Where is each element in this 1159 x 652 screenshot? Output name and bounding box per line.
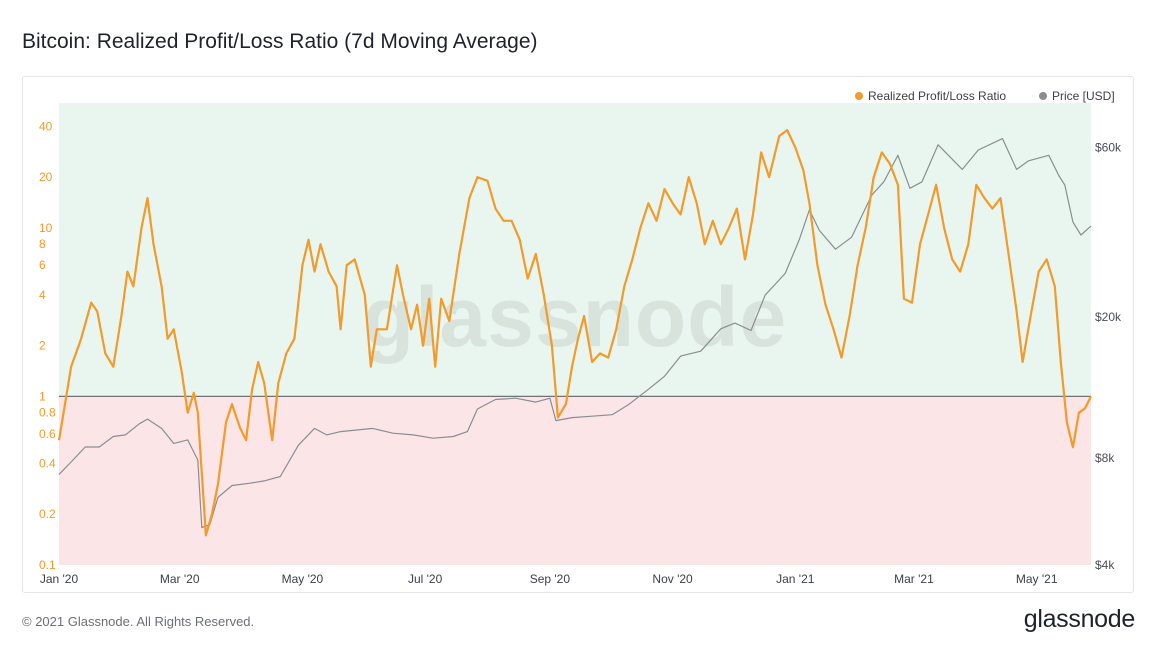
right-axis: $4k $8k $20k $60k (1095, 140, 1122, 572)
right-tick-label: $20k (1095, 310, 1122, 324)
legend-price-marker (1039, 92, 1047, 100)
right-tick-label: $8k (1095, 451, 1115, 465)
x-axis: Jan '20 Mar '20 May '20 Jul '20 Sep '20 Nov '… (40, 572, 1058, 586)
ratio-series (57, 128, 1092, 537)
right-tick-label: $4k (1095, 558, 1115, 572)
legend-ratio-label[interactable]: Realized Profit/Loss Ratio (868, 89, 1006, 103)
copyright-text: © 2021 Glassnode. All Rights Reserved. (22, 614, 255, 629)
ratio-line (57, 128, 1092, 537)
page-title: Bitcoin: Realized Profit/Loss Ratio (7d … (22, 30, 538, 53)
right-tick-label: $60k (1095, 140, 1122, 154)
legend-ratio-marker (855, 92, 863, 100)
price-line (58, 137, 1092, 529)
x-tick-label: May '21 (1016, 572, 1058, 586)
x-tick-label: Mar '20 (160, 572, 200, 586)
chart-panel: glassnode 0.1 0.2 0.4 0.6 0.8 1 2 4 6 8 10 20 40 $4k… (22, 76, 1134, 593)
left-tick-label: 0.4 (39, 456, 56, 470)
legend: Realized Profit/Loss Ratio Price [USD] (855, 89, 1115, 103)
legend-price-label[interactable]: Price [USD] (1052, 89, 1115, 103)
x-tick-label: May '20 (282, 572, 324, 586)
left-tick-label: 0.1 (39, 558, 56, 572)
left-tick-label: 0.6 (39, 427, 56, 441)
left-tick-label: 0.8 (39, 406, 56, 420)
left-tick-label: 2 (39, 339, 46, 353)
left-tick-label: 10 (39, 221, 53, 235)
left-axis: 0.1 0.2 0.4 0.6 0.8 1 2 4 6 8 10 20 40 (39, 119, 56, 572)
x-tick-label: Mar '21 (894, 572, 934, 586)
left-tick-label: 40 (39, 119, 53, 133)
left-tick-label: 20 (39, 170, 53, 184)
x-tick-label: Jan '21 (776, 572, 815, 586)
left-tick-label: 6 (39, 258, 46, 272)
left-tick-label: 0.2 (39, 507, 56, 521)
glassnode-logo[interactable]: glassnode (1023, 605, 1136, 633)
loss-zone (59, 396, 1091, 565)
left-tick-label: 4 (39, 288, 46, 302)
price-series (58, 137, 1092, 529)
x-tick-label: Sep '20 (530, 572, 571, 586)
x-tick-label: Jul '20 (408, 572, 443, 586)
left-tick-label: 8 (39, 237, 46, 251)
left-tick-label: 1 (39, 389, 46, 403)
x-tick-label: Jan '20 (40, 572, 79, 586)
x-tick-label: Nov '20 (652, 572, 693, 586)
